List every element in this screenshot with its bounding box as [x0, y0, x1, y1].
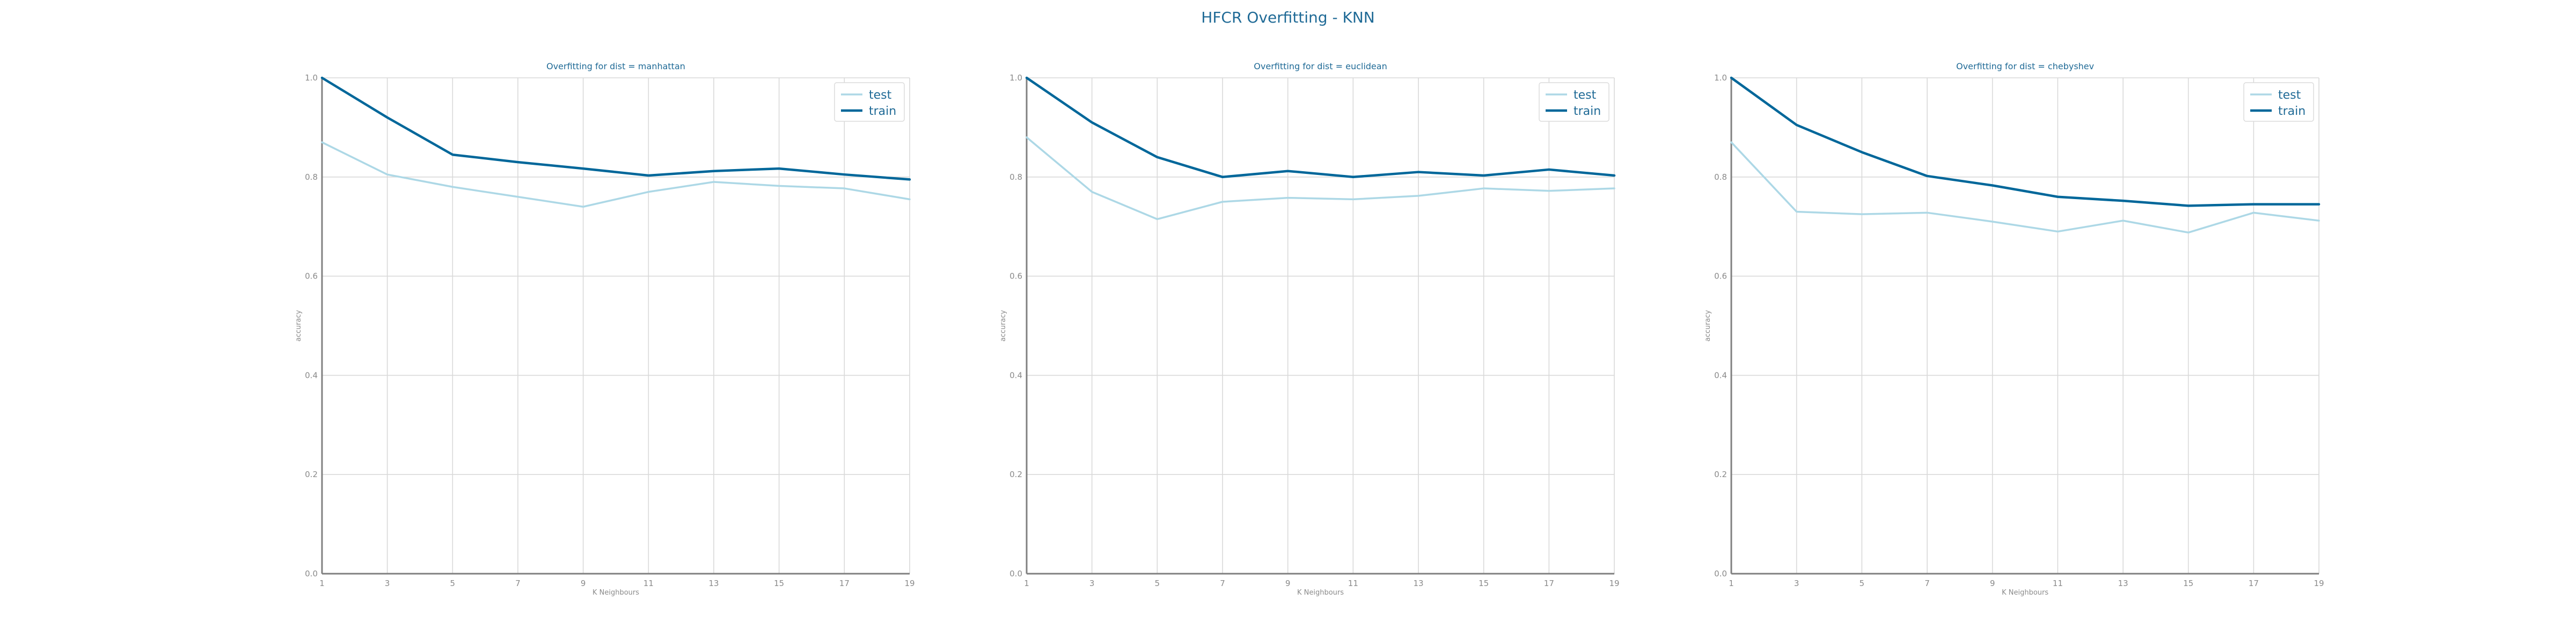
y-tick-label: 1.0: [1714, 73, 1727, 83]
x-tick-label: 1: [1729, 579, 1734, 588]
x-tick-label: 19: [2314, 579, 2324, 588]
y-tick-label: 0.4: [1714, 370, 1727, 380]
x-tick-label: 7: [1924, 579, 1930, 588]
x-tick-label: 19: [904, 579, 914, 588]
legend-label-test: test: [869, 89, 892, 102]
y-tick-label: 0.0: [1009, 569, 1022, 579]
series-line-test: [1730, 141, 2320, 234]
x-tick-label: 3: [1794, 579, 1799, 588]
legend: test train: [1539, 82, 1609, 122]
legend: test train: [2243, 82, 2314, 122]
y-tick-label: 0.8: [1714, 172, 1727, 182]
series-line-train: [1025, 76, 1616, 179]
legend-label-train: train: [2278, 105, 2306, 118]
x-tick-label: 5: [1155, 579, 1160, 588]
x-axis-label: K Neighbours: [1297, 589, 1344, 597]
x-tick-label: 7: [515, 579, 521, 588]
chart-title-manhattan: Overfitting for dist = manhattan: [546, 61, 685, 71]
x-tick-label: 17: [839, 579, 850, 588]
chart-title-euclidean: Overfitting for dist = euclidean: [1254, 61, 1387, 71]
x-tick-label: 3: [1089, 579, 1095, 588]
y-tick-label: 0.2: [1009, 470, 1022, 479]
chart-title-chebyshev: Overfitting for dist = chebyshev: [1956, 61, 2094, 71]
x-tick-label: 7: [1220, 579, 1225, 588]
legend-label-test: test: [2278, 89, 2301, 102]
x-tick-label: 15: [2183, 579, 2193, 588]
legend-label-train: train: [869, 105, 896, 118]
y-tick-label: 1.0: [305, 73, 318, 83]
y-tick-label: 0.0: [305, 569, 318, 579]
y-tick-label: 0.4: [1009, 370, 1022, 380]
x-tick-label: 11: [2053, 579, 2063, 588]
x-tick-label: 13: [1413, 579, 1423, 588]
y-axis-label: accuracy: [999, 310, 1007, 341]
y-tick-label: 0.6: [305, 272, 318, 281]
x-tick-label: 11: [643, 579, 654, 588]
y-tick-label: 0.2: [1714, 470, 1727, 479]
y-tick-label: 0.8: [305, 172, 318, 182]
x-tick-label: 13: [708, 579, 719, 588]
x-tick-label: 9: [1990, 579, 1995, 588]
x-tick-label: 1: [319, 579, 325, 588]
y-tick-label: 0.8: [1009, 172, 1022, 182]
x-tick-label: 5: [450, 579, 456, 588]
x-tick-label: 11: [1348, 579, 1358, 588]
x-tick-label: 9: [581, 579, 586, 588]
legend: test train: [834, 82, 905, 122]
figure-title: HFCR Overfitting - KNN: [1201, 9, 1375, 26]
x-tick-label: 5: [1860, 579, 1865, 588]
x-axis-label: K Neighbours: [2002, 589, 2048, 597]
legend-label-train: train: [1574, 105, 1601, 118]
series-line-train: [320, 76, 911, 181]
x-tick-label: 17: [2249, 579, 2259, 588]
x-tick-label: 13: [2118, 579, 2128, 588]
x-tick-label: 17: [1544, 579, 1554, 588]
y-tick-label: 0.4: [305, 370, 318, 380]
y-tick-label: 0.6: [1009, 272, 1022, 281]
legend-label-test: test: [1574, 89, 1597, 102]
series-line-test: [1026, 136, 1615, 221]
x-tick-label: 15: [1479, 579, 1489, 588]
y-axis-label: accuracy: [1704, 310, 1712, 341]
y-tick-label: 0.2: [305, 470, 318, 479]
x-tick-label: 3: [385, 579, 390, 588]
y-tick-label: 0.6: [1714, 272, 1727, 281]
y-axis-label: accuracy: [295, 310, 303, 341]
x-tick-label: 9: [1285, 579, 1291, 588]
x-tick-label: 15: [774, 579, 784, 588]
x-tick-label: 19: [1609, 579, 1619, 588]
x-axis-label: K Neighbours: [592, 589, 639, 597]
x-tick-label: 1: [1024, 579, 1029, 588]
y-tick-label: 1.0: [1009, 73, 1022, 83]
series-line-train: [1730, 76, 2321, 207]
series-line-test: [321, 141, 911, 208]
y-tick-label: 0.0: [1714, 569, 1727, 579]
